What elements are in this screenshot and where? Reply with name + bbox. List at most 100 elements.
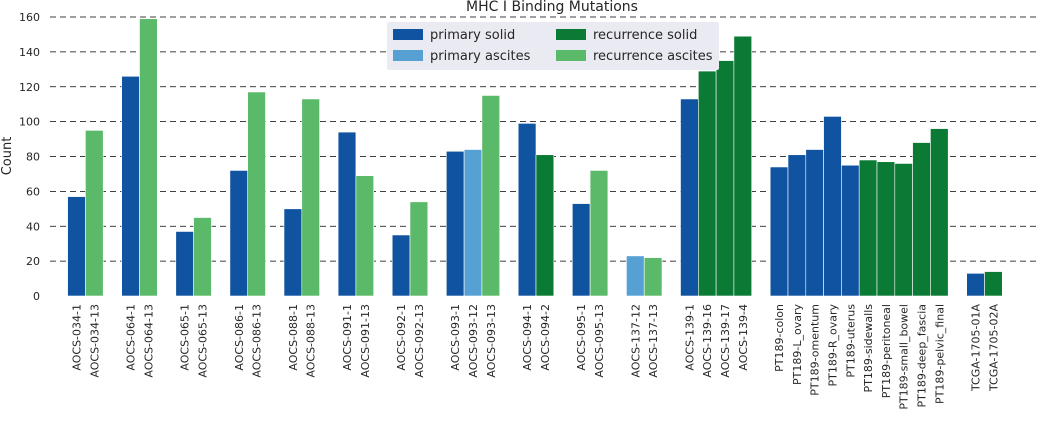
bar: [966, 273, 985, 297]
x-tick-label: AOCS-064-13: [142, 304, 155, 378]
x-tick-label: AOCS-139-1: [683, 304, 696, 371]
legend-label: primary solid: [430, 28, 515, 43]
x-tick-label: TCGA-1705-02A: [987, 304, 1000, 392]
bar: [355, 175, 374, 297]
bar: [589, 170, 609, 297]
bar: [823, 116, 842, 297]
bar: [301, 98, 320, 297]
x-tick-label: AOCS-137-13: [647, 304, 660, 378]
bar: [769, 166, 789, 297]
bar: [571, 203, 591, 297]
legend-label: primary ascites: [430, 49, 531, 64]
bar: [85, 130, 104, 297]
chart-title: MHC I Binding Mutations: [466, 0, 638, 15]
y-tick-label: 160: [19, 11, 40, 24]
bar: [733, 35, 753, 297]
y-tick-label: 80: [26, 151, 40, 164]
legend-swatch: [556, 50, 586, 61]
x-tick-label: AOCS-065-1: [179, 304, 192, 371]
bar: [984, 271, 1003, 297]
x-tick-label: AOCS-139-17: [719, 304, 732, 378]
bar: [626, 255, 645, 297]
x-tick-label: AOCS-092-1: [395, 304, 408, 371]
x-tick-label: AOCS-034-13: [88, 304, 101, 378]
x-tick-label: PT189-small_bowel: [898, 304, 911, 410]
bar: [193, 217, 212, 297]
x-tick-label: AOCS-092-13: [413, 304, 426, 378]
x-tick-label: AOCS-093-13: [485, 304, 498, 378]
x-tick-label: PT189-deep_fascia: [916, 304, 929, 408]
x-tick-label: AOCS-093-12: [467, 304, 480, 378]
bar: [481, 95, 500, 297]
legend: primary solid recurrence solid primary asc…: [387, 22, 719, 70]
bar: [121, 75, 140, 297]
bar: [463, 149, 483, 297]
x-tick-label: AOCS-095-13: [593, 304, 606, 378]
legend-box: [387, 22, 719, 70]
x-tick-label: AOCS-086-13: [251, 304, 264, 378]
bar: [697, 70, 717, 297]
legend-swatch: [556, 29, 586, 40]
y-tick-label: 60: [26, 185, 40, 198]
x-tick-label: PT189-L_ovary: [791, 304, 804, 385]
x-tick-label: AOCS-137-12: [629, 304, 642, 378]
legend-label: recurrence ascites: [593, 49, 713, 64]
bar: [930, 128, 949, 297]
x-tick-label: AOCS-034-1: [71, 304, 84, 371]
y-tick-label: 0: [33, 290, 40, 303]
y-tick-label: 40: [26, 220, 40, 233]
y-tick-labels: 0 20 40 60 80 100 120 140 160: [19, 11, 40, 303]
bar: [643, 257, 663, 297]
x-tick-label: PT189-sidewalls: [862, 304, 875, 393]
legend-label: recurrence solid: [593, 28, 697, 43]
x-tick-label: PT189-R_ovary: [827, 304, 840, 387]
bar: [912, 142, 931, 297]
bar: [409, 201, 429, 297]
y-tick-label: 140: [19, 46, 40, 59]
bar: [391, 234, 411, 297]
bar: [841, 164, 860, 297]
x-tick-label: TCGA-1705-01A: [970, 304, 983, 392]
y-axis-label: Count: [0, 137, 15, 176]
x-tick-label: AOCS-086-1: [233, 304, 246, 371]
bar: [175, 231, 194, 297]
x-tick-label: AOCS-065-13: [197, 304, 210, 378]
bar: [229, 170, 248, 297]
bar: [247, 91, 266, 297]
bar: [445, 150, 465, 297]
y-tick-label: 20: [26, 255, 40, 268]
x-tick-label: AOCS-091-1: [341, 304, 354, 371]
bar: [680, 98, 699, 297]
x-tick-label: PT189-pelvic_final: [933, 304, 946, 404]
x-tick-label: AOCS-139-16: [701, 304, 714, 378]
x-tick-label: AOCS-095-1: [575, 304, 588, 371]
bar: [858, 159, 878, 297]
x-tick-label: AOCS-091-13: [359, 304, 372, 378]
legend-swatch: [393, 50, 423, 61]
y-tick-label: 120: [19, 81, 40, 94]
x-tick-label: AOCS-088-1: [287, 304, 300, 371]
x-tick-label: AOCS-088-13: [305, 304, 318, 378]
x-tick-label: PT189-uterus: [844, 304, 857, 378]
x-tick-label: AOCS-094-1: [521, 304, 534, 371]
bar: [715, 60, 735, 297]
y-tick-label: 100: [19, 116, 40, 129]
bar: [876, 161, 896, 297]
x-tick-label: AOCS-139-4: [737, 304, 750, 371]
bar: [535, 154, 555, 297]
bars: [67, 18, 1003, 297]
bar: [139, 18, 158, 297]
legend-swatch: [393, 29, 423, 40]
bar: [517, 123, 537, 297]
x-tick-label: AOCS-093-1: [449, 304, 462, 371]
bar: [805, 149, 824, 297]
bar: [787, 154, 807, 297]
x-tick-labels: AOCS-034-1 AOCS-034-13 AOCS-064-1 AOCS-064-…: [71, 304, 1001, 410]
x-tick-label: AOCS-094-2: [539, 304, 552, 371]
bar: [67, 196, 86, 297]
x-tick-label: PT189-peritoneal: [880, 304, 893, 398]
x-tick-label: AOCS-064-1: [125, 304, 138, 371]
bar: [283, 208, 303, 297]
x-tick-label: PT189-omentum: [809, 304, 822, 396]
